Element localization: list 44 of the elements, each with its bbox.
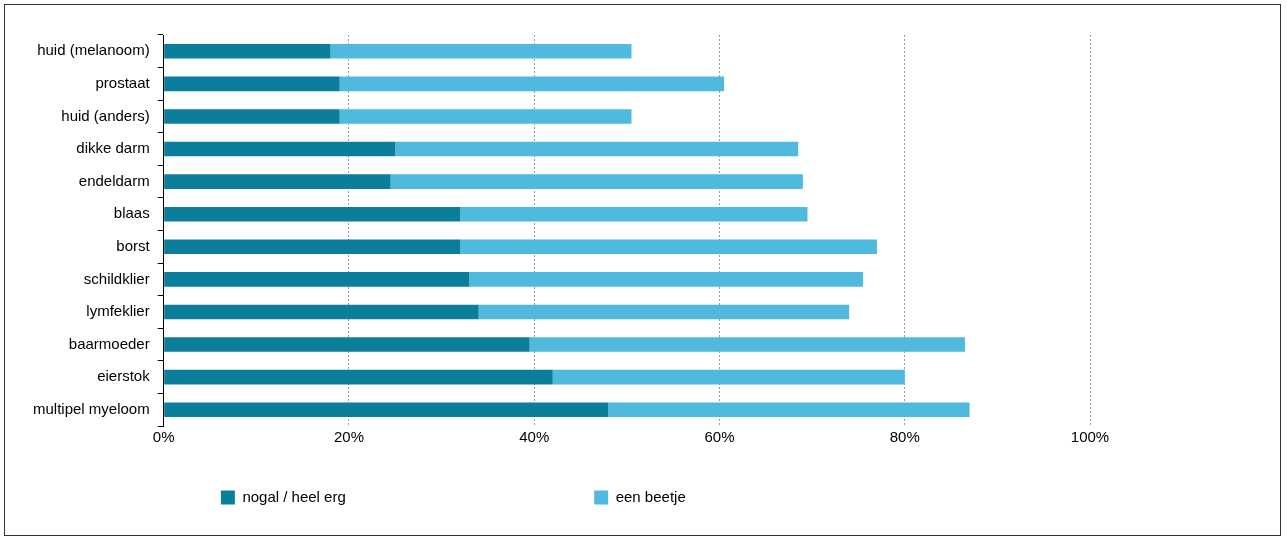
bar (478, 304, 850, 320)
bar (529, 337, 965, 352)
bar (164, 206, 461, 222)
y-tick-label: huid (anders) (61, 106, 150, 124)
bar (339, 109, 632, 124)
bar (164, 337, 530, 352)
bar (460, 239, 877, 255)
bar (164, 141, 396, 157)
bar (460, 206, 808, 222)
y-tick-label: prostaat (95, 74, 151, 92)
x-tick-label: 60% (704, 428, 735, 446)
bar (339, 76, 725, 92)
bar (164, 76, 340, 92)
y-tick-label: endeldarm (78, 171, 150, 189)
x-tick-label: 40% (519, 428, 550, 446)
bar (330, 43, 632, 59)
y-tick-label: multipel myeloom (32, 399, 150, 417)
bar (608, 402, 970, 418)
bar (395, 141, 799, 157)
bar (164, 402, 609, 418)
legend-label: nogal / heel erg (242, 487, 555, 505)
y-tick-label: schildklier (83, 269, 150, 287)
y-tick-label: lymfeklier (86, 302, 150, 320)
legend-label: een beetje (615, 487, 895, 505)
y-tick-label: eierstok (97, 367, 151, 385)
y-tick-label: dikke darm (76, 139, 150, 157)
bar (552, 369, 905, 385)
y-tick-label: blaas (113, 204, 150, 222)
bar (164, 109, 340, 124)
bar (164, 174, 391, 189)
y-tick-label: baarmoeder (68, 334, 150, 352)
x-tick-label: 100% (1070, 428, 1110, 446)
y-tick-label: huid (melanoom) (37, 41, 150, 59)
bar (164, 304, 479, 320)
x-tick-label: 80% (889, 428, 920, 446)
y-tick-label: borst (116, 236, 151, 254)
x-tick-label: 0% (152, 428, 175, 446)
bar (164, 272, 470, 287)
bar (390, 174, 803, 189)
bar (469, 272, 864, 287)
bar (164, 369, 553, 385)
bar (164, 239, 461, 255)
x-tick-label: 20% (333, 428, 364, 446)
bar (164, 43, 331, 59)
